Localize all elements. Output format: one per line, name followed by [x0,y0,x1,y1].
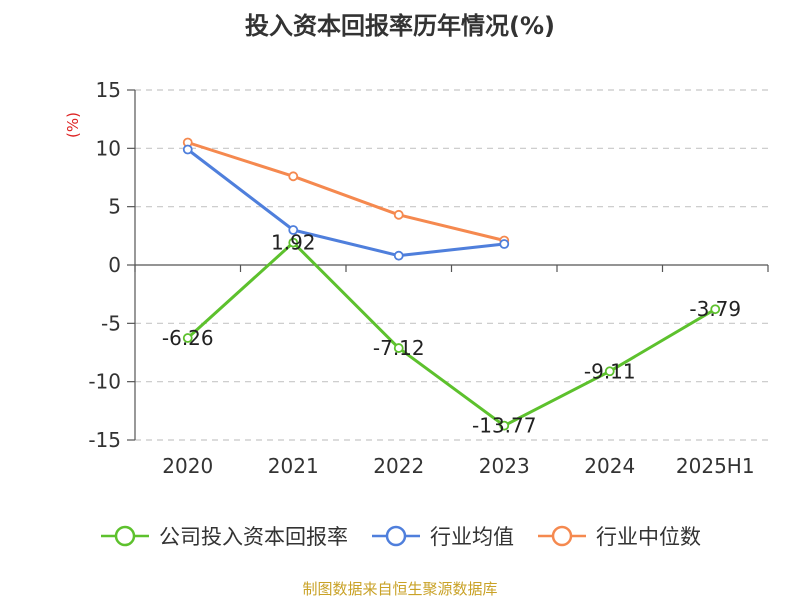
source-note: 制图数据来自恒生聚源数据库 [0,578,800,599]
legend-label-industry-median: 行业中位数 [596,521,701,551]
legend-swatch-company [99,524,151,548]
x-tick-label: 2024 [584,454,635,478]
legend-swatch-industry-mean [370,524,422,548]
legend-item-company[interactable]: 公司投入资本回报率 [99,521,348,551]
legend-item-industry-mean[interactable]: 行业均值 [370,521,514,551]
y-tick-label: -15 [88,428,121,452]
y-tick-label: -10 [88,370,121,394]
data-label: 1.92 [271,231,316,255]
y-axis-label: (%) [64,112,82,138]
legend-item-industry-median[interactable]: 行业中位数 [536,521,701,551]
data-point [500,240,508,248]
y-tick-label: 5 [108,195,121,219]
series-line [188,150,505,256]
x-tick-label: 2021 [268,454,319,478]
data-point [395,211,403,219]
series-line [188,143,505,241]
data-label: -3.79 [689,297,741,321]
data-label: -7.12 [373,336,425,360]
legend: 公司投入资本回报率 行业均值 行业中位数 [0,518,800,554]
data-label: -6.26 [162,326,214,350]
x-tick-label: 2020 [162,454,213,478]
data-point [184,146,192,154]
legend-label-industry-mean: 行业均值 [430,521,514,551]
x-tick-label: 2025H1 [676,454,755,478]
data-point [289,172,297,180]
y-tick-label: -5 [101,311,121,335]
data-label: -13.77 [472,414,536,438]
y-tick-label: 10 [96,136,121,160]
data-point [395,252,403,260]
data-label: -9.11 [584,359,636,383]
x-tick-label: 2023 [479,454,530,478]
y-tick-label: 0 [108,253,121,277]
legend-swatch-industry-median [536,524,588,548]
y-tick-label: 15 [96,78,121,102]
legend-label-company: 公司投入资本回报率 [159,521,348,551]
x-tick-label: 2022 [373,454,424,478]
